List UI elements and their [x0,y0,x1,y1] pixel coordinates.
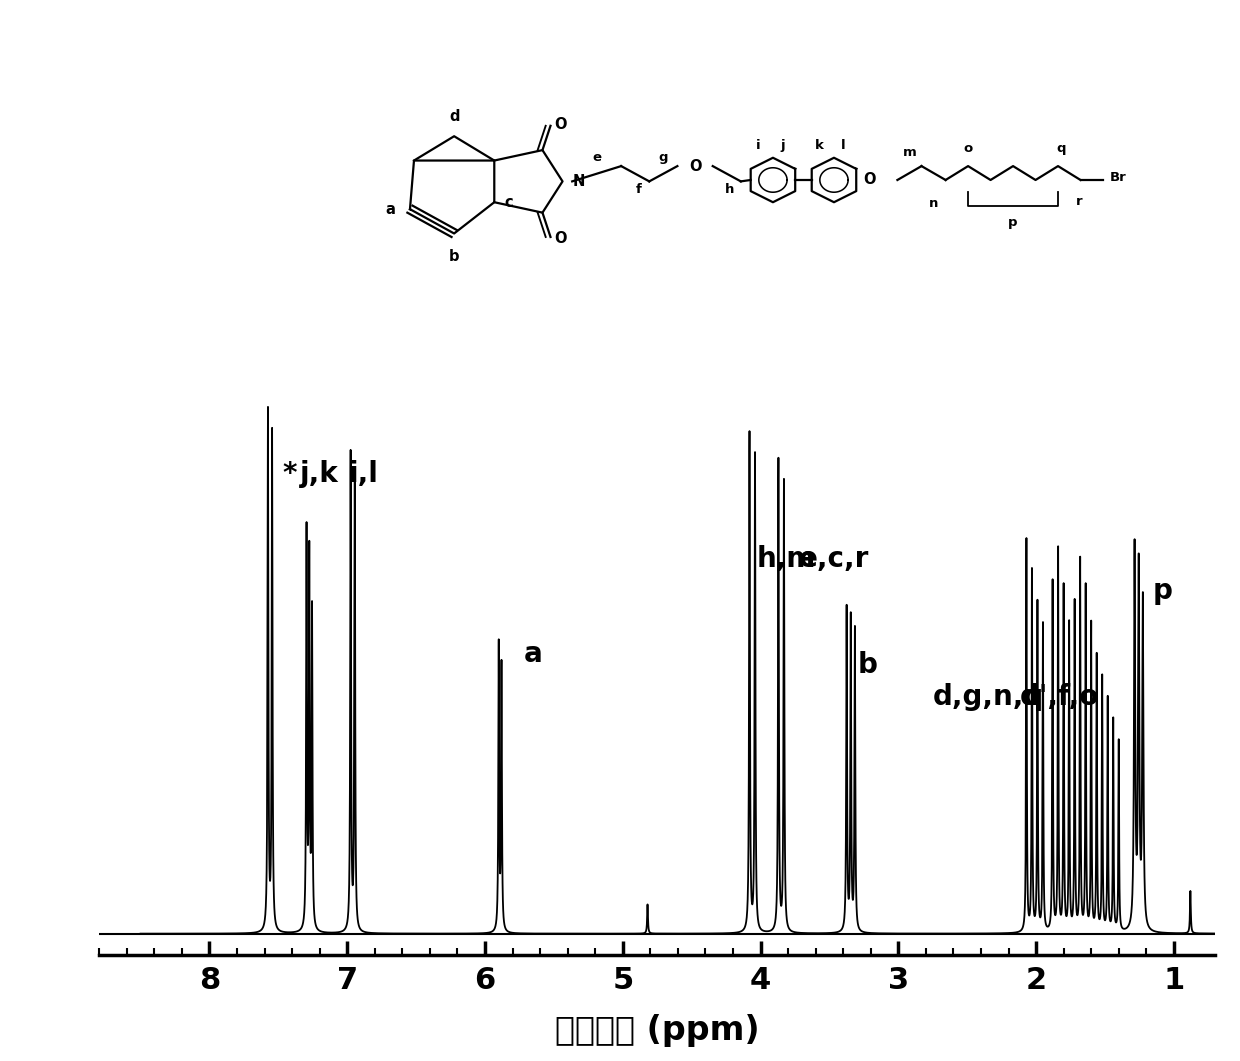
Text: O: O [864,173,877,188]
Text: j: j [780,139,785,152]
Text: b: b [449,248,459,264]
Text: i: i [756,139,761,152]
Text: b: b [858,651,878,679]
Text: *: * [281,460,296,488]
Text: h,m: h,m [756,545,816,573]
Text: p: p [1008,216,1018,229]
Text: a: a [386,202,396,216]
Text: n: n [929,196,939,210]
Text: Br: Br [1110,171,1126,184]
Text: f: f [635,184,641,196]
Text: o: o [963,142,972,155]
Text: e: e [593,151,601,164]
Text: h: h [725,184,734,196]
X-axis label: 化学位移 (ppm): 化学位移 (ppm) [554,1014,760,1047]
Text: O: O [688,158,702,174]
Text: O: O [554,231,567,246]
Text: O: O [554,117,567,132]
Text: c: c [503,195,512,210]
Text: j,k: j,k [300,460,339,488]
Text: m: m [903,146,916,159]
Text: r: r [1075,195,1083,208]
Text: e,c,r: e,c,r [799,545,869,573]
Text: d: d [449,108,459,124]
Text: d,g,n,q: d,g,n,q [934,683,1044,711]
Text: d',f,o: d',f,o [1019,683,1099,711]
Text: i,l: i,l [348,460,378,488]
Text: k: k [815,139,823,152]
Text: a: a [523,641,543,668]
Text: q: q [1056,142,1066,155]
Text: p: p [1153,577,1173,605]
Text: g: g [658,151,668,164]
Text: l: l [841,139,846,152]
Text: N: N [572,174,584,189]
